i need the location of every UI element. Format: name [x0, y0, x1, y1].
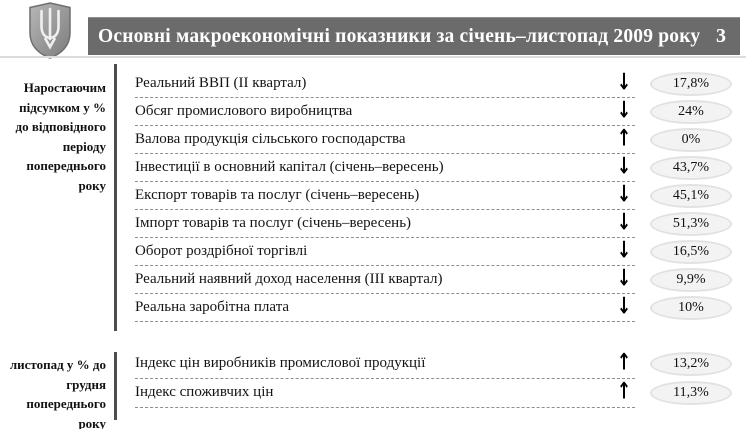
indicator-label: Індекс споживчих цін [135, 384, 274, 401]
indicator-row: Валова продукція сільського господарства… [135, 126, 732, 154]
indicator-row: Реальний наявний доход населення (ІІІ кв… [135, 266, 732, 294]
indicator-label: Валова продукція сільського господарства [135, 131, 406, 147]
section-vertical-line [114, 352, 117, 420]
indicator-value: 51,3% [672, 216, 710, 231]
trend-arrow-up-icon: ↑ [616, 125, 632, 153]
value-badge: 45,1% [650, 184, 732, 208]
trend-arrow-up-icon: ↑ [616, 378, 632, 406]
value-badge: 16,5% [650, 240, 732, 264]
trend-arrow-up-icon: ↑ [616, 349, 632, 377]
trend-arrow-down-icon: ↓ [616, 237, 632, 265]
indicator-value: 24% [678, 104, 704, 119]
indicator-row: Експорт товарів та послуг (січень–вересе… [135, 182, 732, 210]
value-badge: 51,3% [650, 212, 732, 236]
value-badge: 17,8% [650, 72, 732, 96]
indicator-row: Реальна заробітна плата ↓ 10% [135, 294, 732, 322]
indicator-row-main: Індекс цін виробників промислової продук… [135, 349, 635, 379]
indicator-row: Оборот роздрібної торгівлі ↓ 16,5% [135, 238, 732, 266]
indicator-value: 43,7% [672, 160, 710, 175]
section-side-label: Наростаючим підсумком у % до відповідног… [15, 80, 106, 193]
value-badge: 11,3% [650, 381, 732, 406]
indicator-row: Індекс цін виробників промислової продук… [135, 349, 732, 379]
indicator-row-main: Індекс споживчих цін ↑ [135, 378, 635, 408]
indicator-value: 0% [681, 132, 701, 147]
trend-arrow-down-icon: ↓ [616, 153, 632, 181]
indicator-label: Реальний наявний доход населення (ІІІ кв… [135, 271, 443, 287]
indicator-label: Індекс цін виробників промислової продук… [135, 354, 426, 371]
indicator-row-main: Реальна заробітна плата ↓ [135, 294, 635, 322]
indicator-row-main: Реальний ВВП (ІІ квартал) ↓ [135, 70, 635, 98]
indicator-row: Інвестиції в основний капітал (січень–ве… [135, 154, 732, 182]
title-bar: Основні макроекономічні показники за січ… [88, 17, 740, 55]
indicator-value: 17,8% [672, 76, 710, 91]
indicator-label: Імпорт товарів та послуг (січень–вересен… [135, 215, 412, 231]
ukraine-coat-of-arms-icon [27, 2, 73, 59]
indicator-value: 13,2% [672, 355, 710, 371]
trend-arrow-down-icon: ↓ [616, 265, 632, 293]
indicator-rows: Індекс цін виробників промислової продук… [135, 349, 732, 408]
indicator-row-main: Експорт товарів та послуг (січень–вересе… [135, 182, 635, 210]
indicator-row-main: Інвестиції в основний капітал (січень–ве… [135, 154, 635, 182]
trend-arrow-down-icon: ↓ [616, 69, 632, 97]
indicator-row-main: Оборот роздрібної торгівлі ↓ [135, 238, 635, 266]
indicator-label: Експорт товарів та послуг (січень–вересе… [135, 187, 420, 203]
indicator-label: Реальна заробітна плата [135, 299, 290, 315]
value-badge: 9,9% [650, 268, 732, 292]
indicator-row-main: Обсяг промислового виробництва ↓ [135, 98, 635, 126]
trend-arrow-down-icon: ↓ [616, 293, 632, 321]
value-badge: 43,7% [650, 156, 732, 180]
indicator-label: Оборот роздрібної торгівлі [135, 243, 308, 259]
indicator-label: Інвестиції в основний капітал (січень–ве… [135, 159, 444, 175]
indicator-value: 16,5% [672, 244, 710, 259]
indicator-row: Індекс споживчих цін ↑ 11,3% [135, 378, 732, 408]
indicator-row: Реальний ВВП (ІІ квартал) ↓ 17,8% [135, 70, 732, 98]
value-badge: 13,2% [650, 351, 732, 376]
indicator-row: Обсяг промислового виробництва ↓ 24% [135, 98, 732, 126]
indicator-value: 9,9% [676, 272, 706, 287]
indicator-label: Реальний ВВП (ІІ квартал) [135, 75, 307, 91]
indicator-value: 10% [678, 300, 704, 315]
slide-title: Основні макроекономічні показники за січ… [98, 25, 701, 47]
indicator-row-main: Імпорт товарів та послуг (січень–вересен… [135, 210, 635, 238]
indicator-row-main: Валова продукція сільського господарства… [135, 126, 635, 154]
indicator-label: Обсяг промислового виробництва [135, 103, 353, 119]
indicator-value: 45,1% [672, 188, 710, 203]
value-badge: 10% [650, 296, 732, 320]
header-divider-line [0, 56, 746, 58]
trend-arrow-down-icon: ↓ [616, 181, 632, 209]
value-badge: 0% [650, 128, 732, 152]
trend-arrow-down-icon: ↓ [616, 97, 632, 125]
indicator-value: 11,3% [673, 385, 709, 401]
value-badge: 24% [650, 100, 732, 124]
section-side-label: листопад у % до грудня попереднього року [9, 357, 106, 429]
indicator-rows: Реальний ВВП (ІІ квартал) ↓ 17,8% Обсяг … [135, 70, 732, 322]
indicator-row-main: Реальний наявний доход населення (ІІІ кв… [135, 266, 635, 294]
indicator-row: Імпорт товарів та послуг (січень–вересен… [135, 210, 732, 238]
section-vertical-line [114, 64, 117, 331]
trend-arrow-down-icon: ↓ [616, 209, 632, 237]
slide-number: 3 [716, 25, 726, 47]
